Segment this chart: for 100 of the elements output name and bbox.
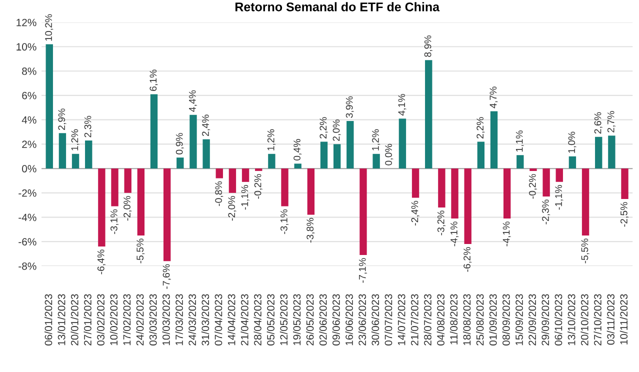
- bar: [425, 60, 432, 169]
- data-label: 10,2%: [45, 14, 54, 41]
- x-tick-label: 23/06/2023: [358, 294, 366, 346]
- data-label: -0,8%: [215, 181, 224, 206]
- data-label: -3,8%: [306, 218, 315, 243]
- bar: [582, 168, 590, 236]
- y-tick-label: -4%: [18, 214, 36, 222]
- data-label: 4,4%: [188, 90, 197, 112]
- bar: [281, 168, 288, 206]
- bar: [72, 154, 80, 169]
- bar: [268, 154, 276, 169]
- data-label: 4,1%: [398, 94, 406, 116]
- bar: [228, 168, 236, 193]
- x-tick-label: 31/03/2023: [201, 294, 210, 346]
- data-label: 2,3%: [84, 116, 92, 138]
- x-tick-label: 03/11/2023: [606, 294, 614, 345]
- x-tick-label: 25/08/2023: [476, 294, 484, 346]
- x-tick-label: 30/06/2023: [371, 294, 380, 346]
- x-tick-label: 17/02/2023: [122, 294, 131, 346]
- x-tick-label: 13/10/2023: [568, 294, 576, 346]
- data-label: 2,2%: [320, 117, 328, 138]
- x-tick-label: 01/09/2023: [489, 294, 497, 346]
- x-tick-label: 26/05/2023: [306, 294, 314, 346]
- x-tick-label: 03/02/2023: [96, 294, 104, 346]
- bar: [294, 164, 302, 169]
- data-label: 2,2%: [476, 117, 485, 138]
- bar: [464, 168, 472, 244]
- x-tick-label: 14/07/2023: [398, 294, 406, 346]
- data-label: 0,4%: [294, 139, 302, 160]
- x-tick-label: 07/07/2023: [384, 294, 392, 346]
- bar: [503, 168, 511, 218]
- x-tick-label: 11/08/2023: [450, 294, 458, 344]
- data-label: 1,2%: [372, 129, 380, 150]
- bar: [85, 140, 92, 169]
- data-label: -1,1%: [555, 185, 564, 210]
- data-label: 1,2%: [71, 129, 80, 150]
- data-label: -2,3%: [542, 200, 550, 224]
- bar: [477, 142, 485, 169]
- bar: [398, 118, 406, 169]
- x-tick-label: 20/01/2023: [70, 294, 78, 346]
- data-label: 1,2%: [267, 129, 276, 150]
- x-tick-label: 27/01/2023: [84, 294, 92, 346]
- data-label: 2,0%: [332, 120, 341, 141]
- data-label: 0,0%: [385, 144, 394, 166]
- bar: [150, 94, 158, 169]
- x-tick-label: 02/06/2023: [319, 294, 327, 346]
- data-label: -0,2%: [254, 174, 262, 199]
- x-tick-label: 27/10/2023: [594, 294, 602, 346]
- data-label: -2,0%: [228, 196, 236, 221]
- bar: [372, 154, 380, 169]
- bar: [124, 168, 132, 193]
- x-tick-label: 03/03/2023: [149, 294, 157, 346]
- y-tick-label: 2%: [22, 140, 36, 148]
- x-tick-label: 24/03/2023: [188, 294, 196, 346]
- bar: [58, 133, 66, 169]
- data-label: 4,7%: [490, 86, 498, 108]
- x-tick-label: 21/04/2023: [240, 294, 248, 346]
- x-tick-label: 12/05/2023: [280, 294, 288, 346]
- x-tick-label: 09/06/2023: [332, 294, 340, 346]
- bar: [451, 168, 458, 218]
- bar: [568, 156, 576, 169]
- data-label: -4,1%: [450, 222, 459, 246]
- x-tick-label: 08/09/2023: [502, 294, 510, 346]
- data-label: -6,4%: [97, 250, 106, 274]
- bar: [137, 168, 145, 236]
- bar: [438, 168, 446, 208]
- bar: [556, 168, 563, 182]
- data-label: -3,1%: [280, 209, 289, 234]
- data-label: 6,1%: [150, 70, 158, 91]
- x-tick-label: 15/09/2023: [515, 294, 523, 346]
- data-label: 1,0%: [568, 132, 576, 153]
- y-tick-label: 12%: [16, 18, 36, 26]
- x-tick-label: 06/10/2023: [554, 294, 562, 346]
- bar: [412, 168, 420, 198]
- x-tick-label: 20/10/2023: [580, 294, 588, 346]
- bar: [163, 168, 171, 262]
- bar: [542, 168, 550, 197]
- data-label: -2,0%: [124, 196, 132, 221]
- bar: [202, 139, 210, 169]
- data-label: 2,6%: [594, 112, 602, 134]
- y-tick-label: 8%: [22, 68, 36, 75]
- y-tick-label: -8%: [18, 262, 36, 270]
- data-label: -5,5%: [581, 238, 590, 264]
- x-tick-label: 04/08/2023: [436, 294, 444, 346]
- x-tick-label: 19/05/2023: [292, 294, 301, 346]
- data-label: -3,1%: [110, 209, 119, 234]
- data-label: 2,7%: [607, 111, 616, 132]
- data-label: 8,9%: [424, 35, 432, 57]
- bar: [346, 121, 354, 169]
- bar: [111, 168, 118, 206]
- data-label: -4,1%: [502, 222, 511, 246]
- bar: [333, 144, 341, 169]
- x-tick-label: 16/06/2023: [345, 294, 353, 346]
- y-tick-label: 4%: [22, 116, 36, 124]
- data-label: -6,2%: [464, 247, 472, 272]
- x-tick-label: 17/03/2023: [175, 294, 183, 346]
- x-tick-label: 10/03/2023: [162, 294, 170, 346]
- chart-title: Retorno Semanal do ETF de China: [235, 2, 440, 12]
- bar: [516, 155, 524, 169]
- x-tick-label: 29/09/2023: [541, 294, 550, 346]
